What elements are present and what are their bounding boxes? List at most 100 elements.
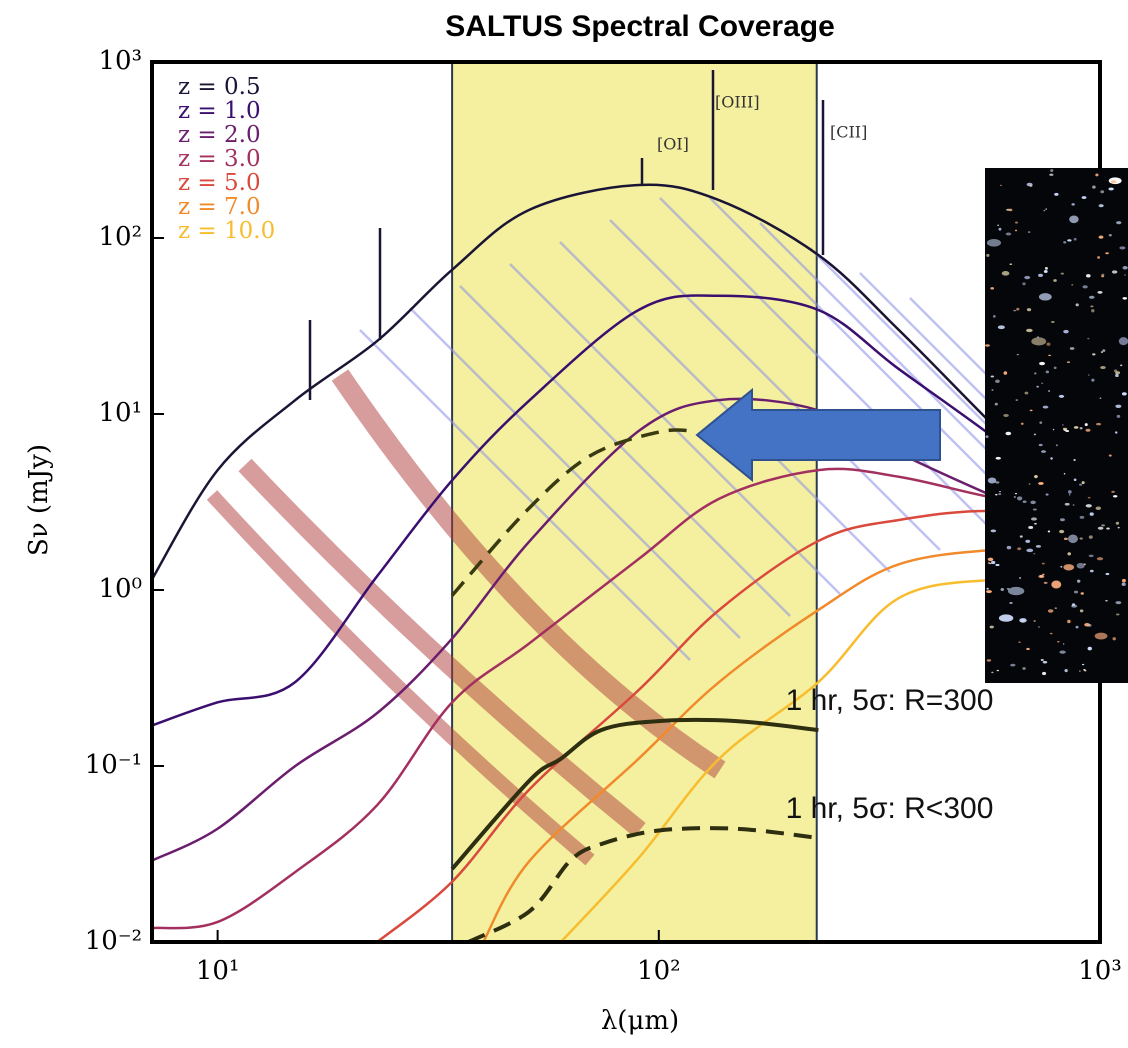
y-tick-label: 10² [98,222,142,252]
galaxy [1116,522,1119,525]
galaxy [1034,475,1038,478]
galaxy [1054,607,1057,609]
galaxy [1074,591,1078,594]
galaxy [999,491,1001,492]
x-tick-label: 10³ [1078,956,1122,986]
galaxy [1123,297,1128,299]
y-tick-label: 10⁰ [98,574,142,604]
galaxy [1095,173,1098,176]
galaxy [1021,423,1024,425]
galaxy [1109,234,1112,236]
galaxy [1084,623,1090,626]
legend-label: z = 10.0 [178,218,275,244]
x-axis-label: λ(μm) [601,1006,679,1036]
galaxy [1060,518,1065,521]
galaxy [1034,372,1036,374]
galaxy [1113,495,1117,497]
galaxy [1082,196,1087,199]
galaxy [1122,579,1126,583]
galaxy [1007,546,1012,549]
galaxy [986,254,989,257]
galaxy [1077,580,1080,583]
galaxy [1122,392,1127,395]
galaxy [1045,494,1048,496]
galaxy [1054,367,1057,369]
galaxy [1073,459,1075,461]
galaxy [993,315,996,318]
galaxy [1036,386,1039,388]
galaxy [1063,428,1067,430]
galaxy [1005,432,1011,436]
sensitivity-label: 1 hr, 5σ: R=300 [786,684,994,717]
galaxy [1019,618,1026,623]
galaxy [1105,573,1109,575]
galaxy [990,626,994,629]
galaxy [1064,473,1066,475]
x-tick-label: 10² [637,956,681,986]
galaxy [987,239,1001,247]
galaxy [1025,392,1029,395]
galaxy [1100,397,1102,399]
galaxy [1088,374,1089,375]
galaxy [1088,647,1092,651]
galaxy [1038,274,1043,277]
galaxy [1048,609,1054,612]
galaxy [988,562,990,564]
galaxy [1013,310,1016,312]
galaxy [1036,545,1041,548]
galaxy [999,614,1013,621]
galaxy [1111,491,1115,493]
galaxy [1039,444,1043,446]
chart-title: SALTUS Spectral Coverage [445,10,835,43]
galaxy [1068,534,1078,543]
galaxy [1097,291,1102,294]
galaxy [1038,626,1040,628]
galaxy [1108,188,1113,191]
y-axis-label: Sν (mJy) [24,444,54,556]
galaxy [1041,450,1046,453]
galaxy [1026,648,1029,650]
legend-label: z = 1.0 [178,98,261,124]
galaxy [1115,405,1121,408]
galaxy [1056,444,1058,446]
galaxy [1079,483,1082,485]
galaxy [1069,494,1071,496]
galaxy [1116,614,1120,616]
galaxy [996,457,1001,460]
galaxy [1041,659,1044,661]
galaxy [1028,526,1033,529]
galaxy [1002,271,1010,276]
galaxy [1026,549,1033,553]
galaxy [990,287,994,289]
galaxy [1117,415,1121,418]
galaxy [1100,190,1104,193]
galaxy [995,379,1000,383]
galaxy [1014,496,1016,498]
highlight-band [452,62,817,942]
galaxy [1009,263,1012,264]
galaxy [1088,497,1091,499]
galaxy [1064,538,1068,540]
galaxy [1089,535,1093,538]
deep-field-image [985,168,1128,683]
galaxy [1029,483,1031,484]
galaxy [1008,587,1024,595]
galaxy [1063,643,1064,644]
galaxy [1009,209,1012,212]
galaxy [995,564,999,566]
galaxy [1062,424,1063,425]
y-tick-label: 10⁻¹ [85,750,142,780]
galaxy [997,670,1000,672]
sensitivity-label: 1 hr, 5σ: R<300 [786,792,994,825]
galaxy [1043,661,1047,663]
galaxy [1027,308,1031,311]
galaxy [1017,547,1021,550]
galaxy [1092,186,1095,189]
galaxy [1071,203,1074,206]
galaxy [1026,329,1033,332]
galaxy [1123,266,1128,270]
galaxy [1099,204,1104,207]
galaxy [1074,426,1079,429]
galaxy [1067,620,1071,623]
galaxy [1042,563,1045,565]
